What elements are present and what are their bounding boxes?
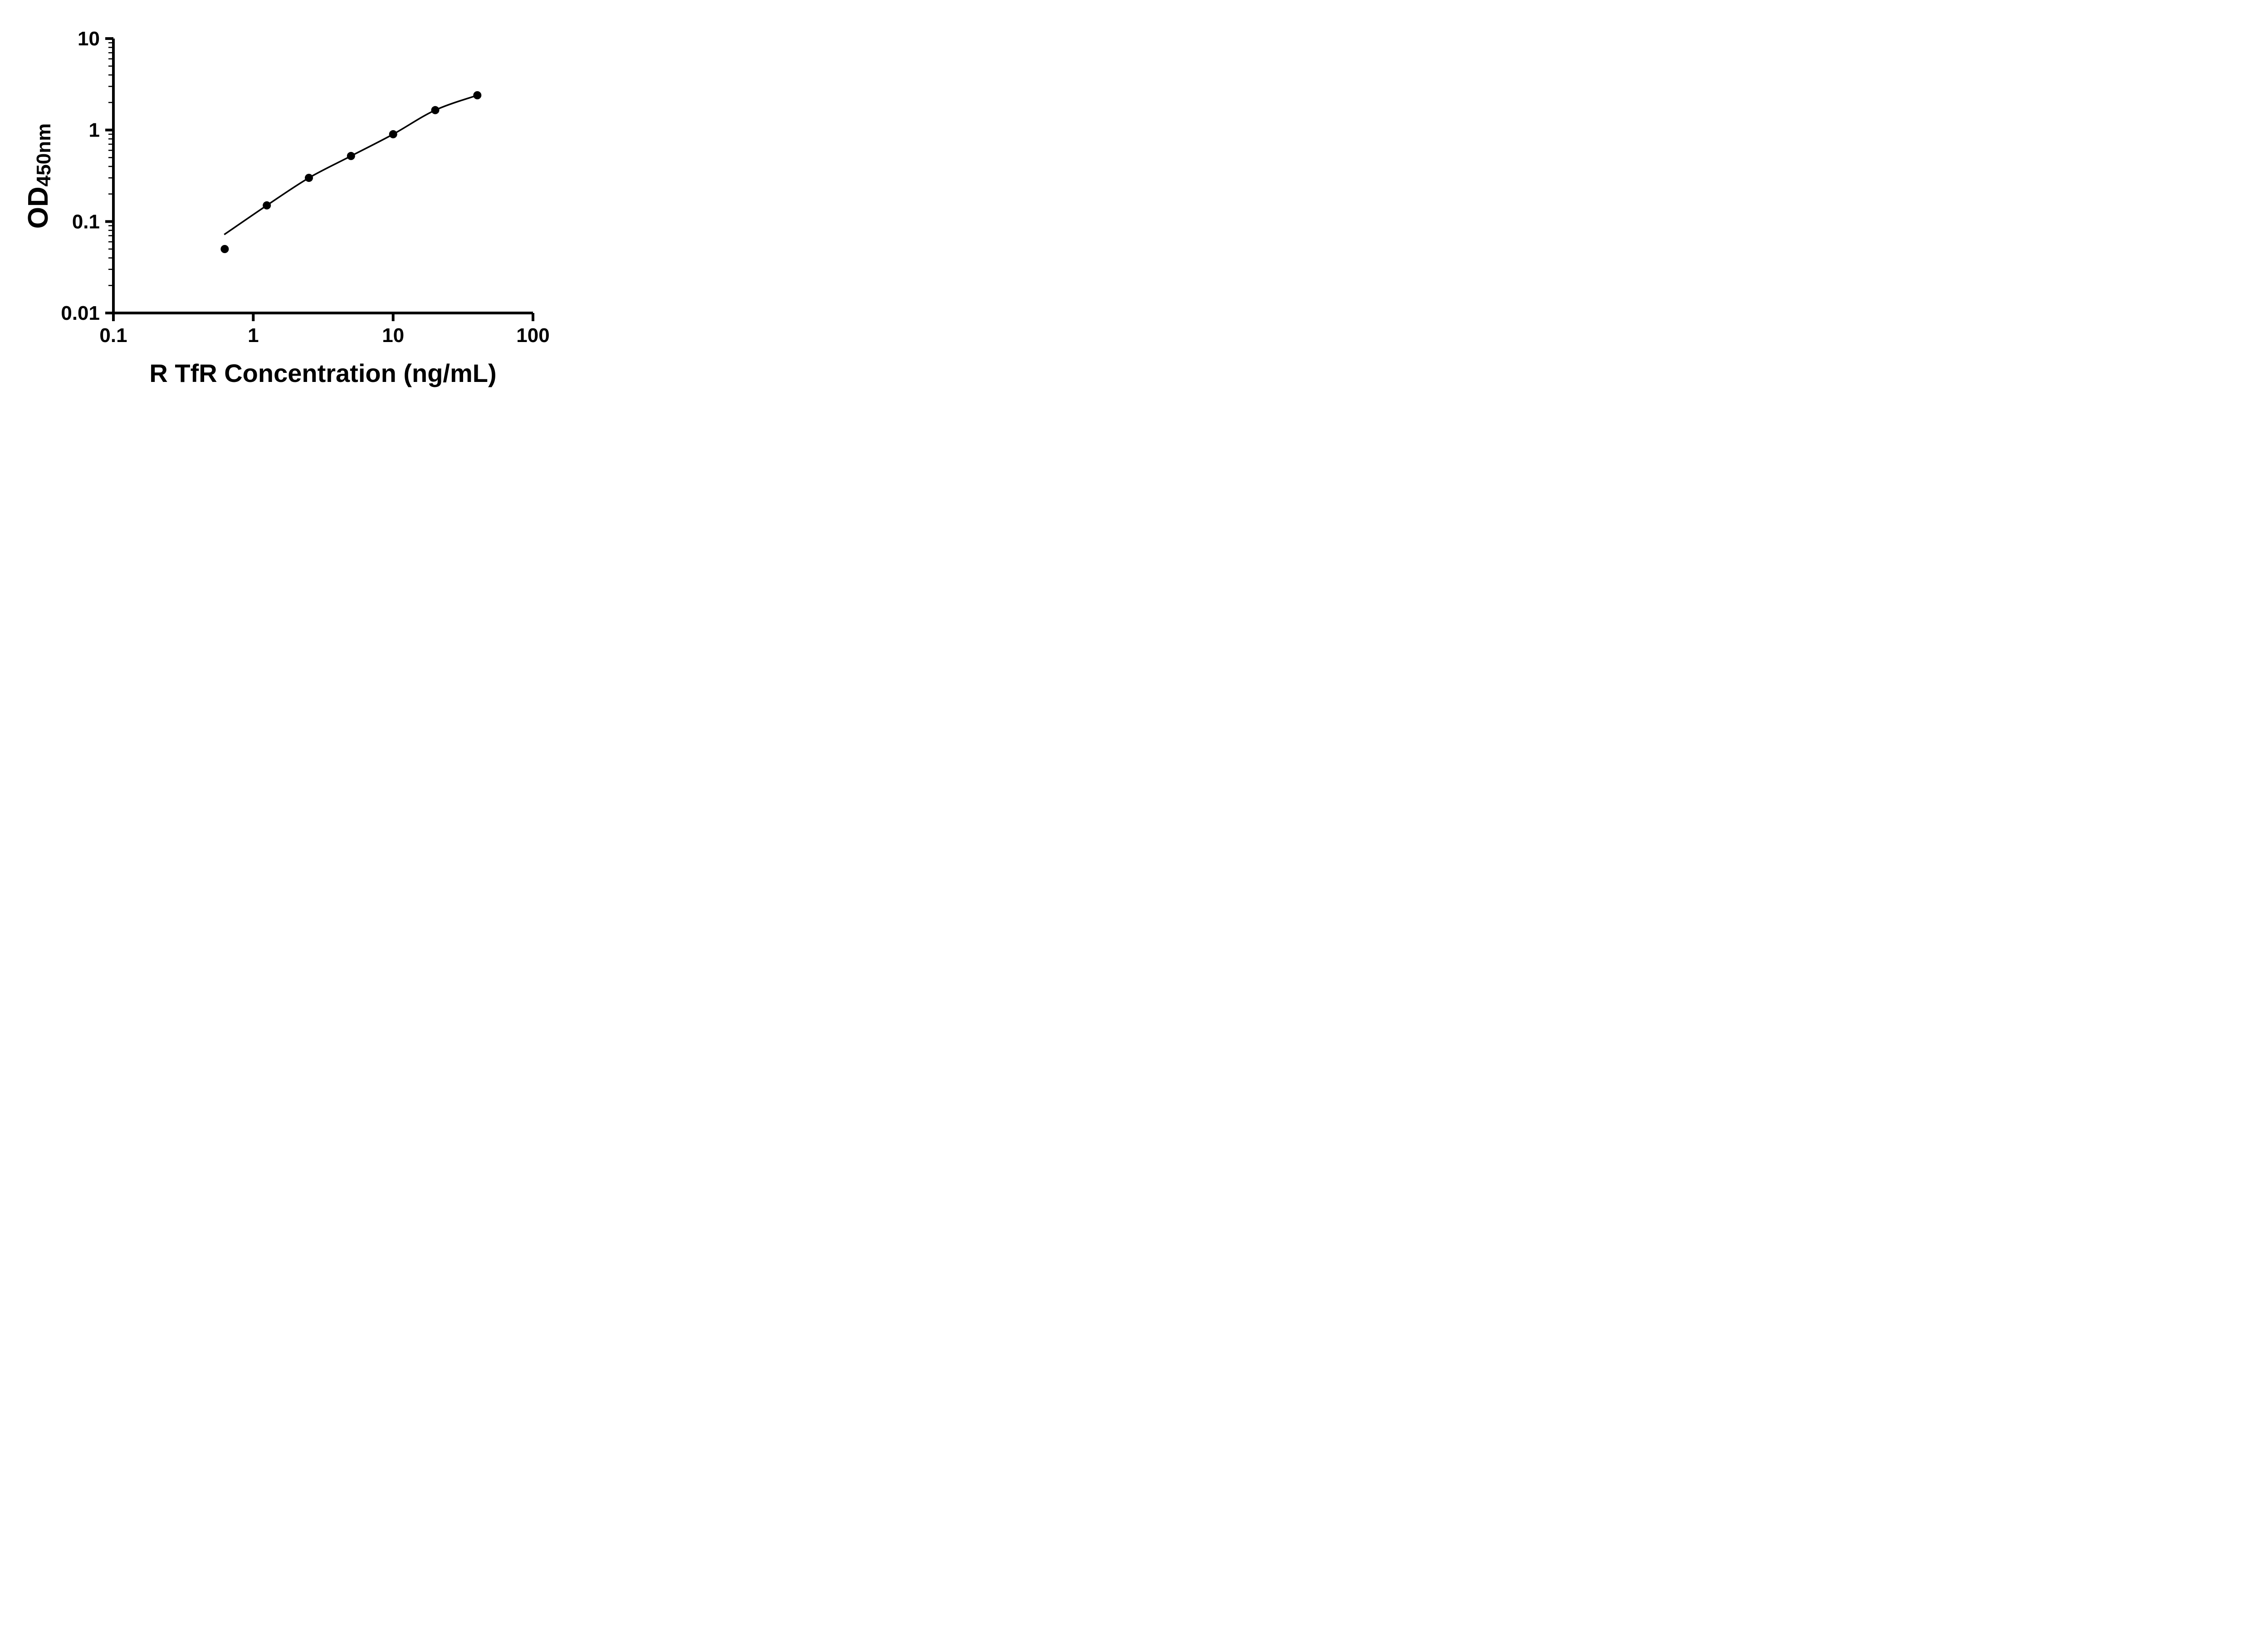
x-tick-label: 10 (382, 324, 404, 347)
y-tick-label: 0.01 (61, 302, 100, 324)
data-point (473, 91, 482, 99)
x-axis-title: R TfR Concentration (ng/mL) (149, 359, 496, 387)
data-point (431, 106, 440, 114)
points-group (220, 91, 482, 253)
y-tick-label: 1 (89, 119, 100, 142)
fit-curve (224, 94, 478, 235)
data-point (220, 245, 229, 253)
x-tick-label: 1 (248, 324, 259, 347)
data-point (347, 152, 355, 160)
y-axis-title: OD450nm (23, 123, 55, 229)
data-point (389, 130, 397, 138)
minor-ticks-group (108, 42, 113, 286)
x-tick-label: 0.1 (99, 324, 127, 347)
y-tick-label: 0.1 (72, 210, 100, 233)
x-tick-label: 100 (516, 324, 549, 347)
y-tick-label: 10 (78, 28, 100, 50)
chart-page: 0.1 1 10 100 0.01 0.1 1 10 R TfR Concentration … (0, 0, 583, 408)
curve-group (224, 94, 478, 235)
y-axis-title-main: OD (23, 186, 54, 229)
data-point (263, 201, 271, 210)
data-point (305, 174, 313, 182)
axis-lines (112, 39, 533, 314)
y-axis-title-sub: 450nm (33, 123, 55, 186)
axes-group (105, 37, 534, 321)
